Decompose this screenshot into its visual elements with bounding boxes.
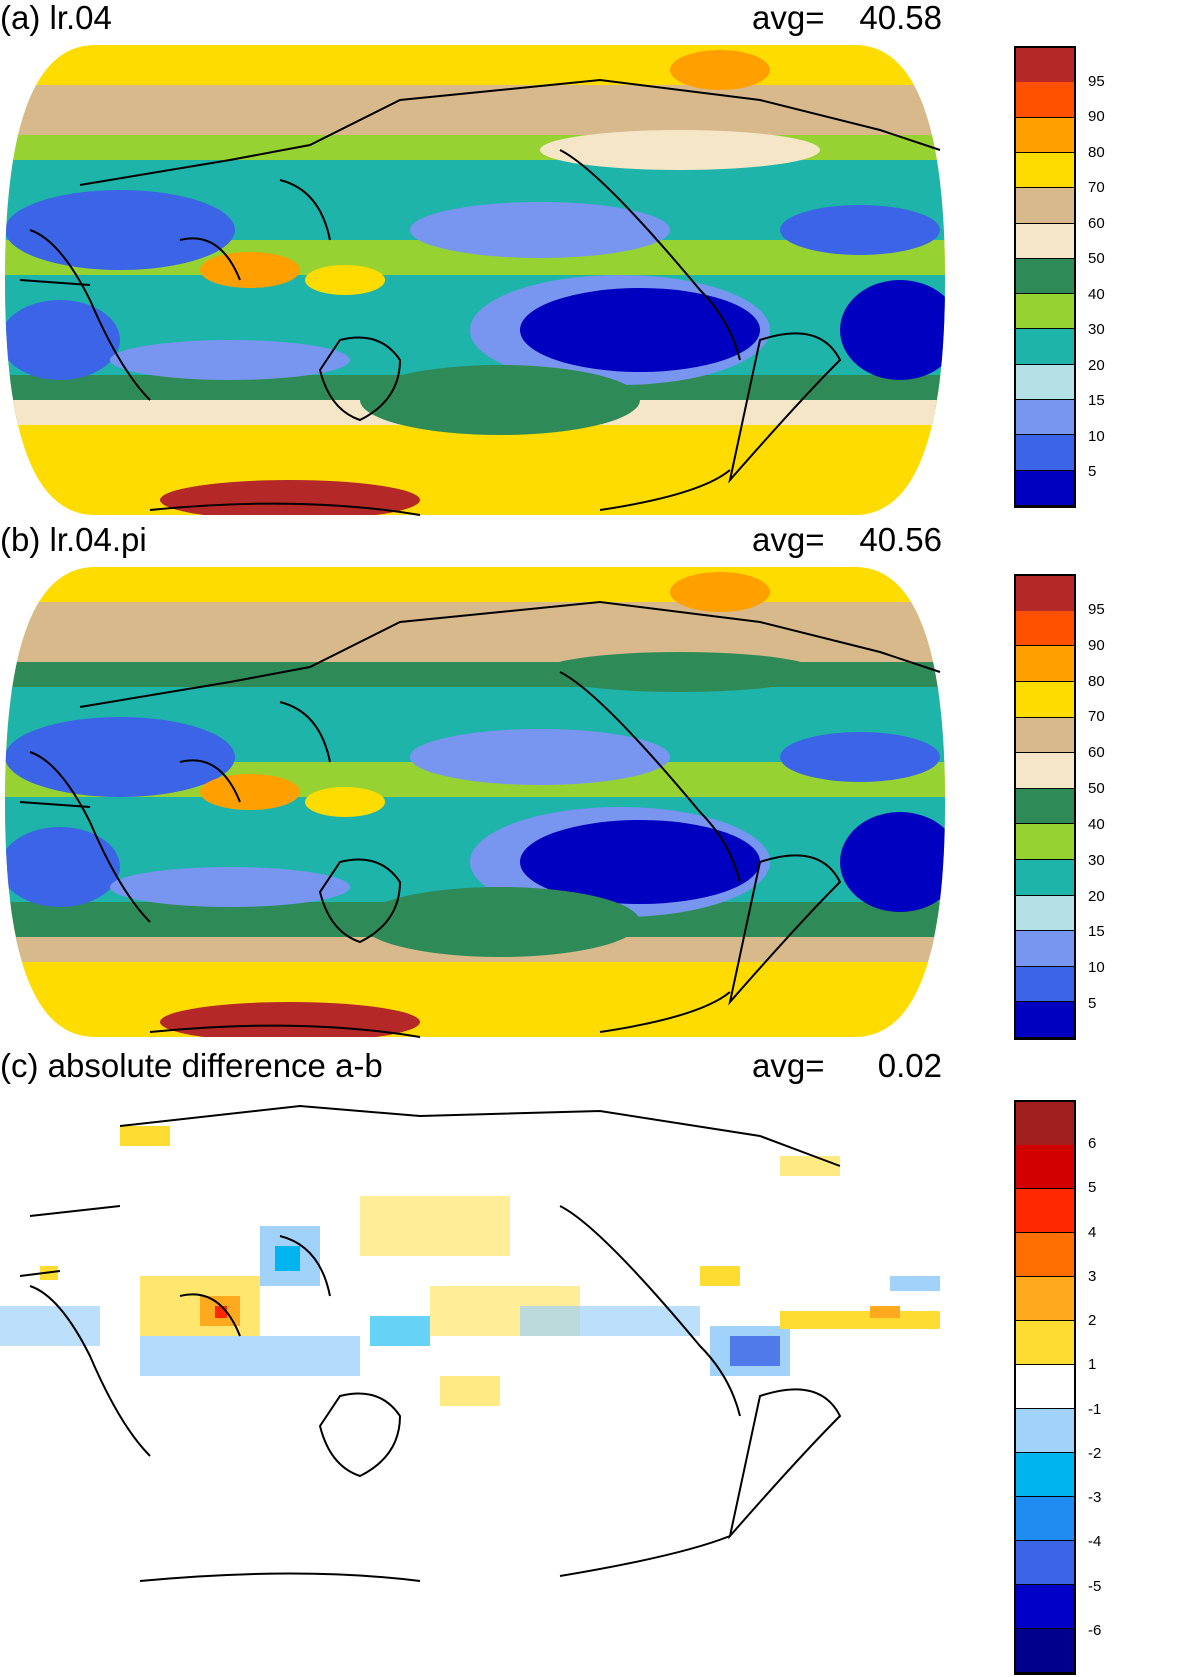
colorbar-tick-label: 15 <box>1088 392 1105 410</box>
colorbar-tick-label: 50 <box>1088 250 1105 268</box>
colorbar-tick-label: 1 <box>1088 1356 1097 1374</box>
colorbar-segment <box>1016 1629 1074 1673</box>
colorbar-tick-label: 5 <box>1088 1179 1097 1197</box>
colorbar-tick-label: 40 <box>1088 285 1105 303</box>
colorbar-tick-label: 10 <box>1088 959 1105 977</box>
colorbar-segment <box>1016 223 1074 259</box>
colorbar-segment <box>1016 1145 1074 1189</box>
colorbar-segment <box>1016 576 1074 611</box>
colorbar-tick-label: 80 <box>1088 143 1105 161</box>
colorbar-segment <box>1016 82 1074 118</box>
colorbar-segment <box>1016 188 1074 224</box>
colorbar-tick-label: -2 <box>1088 1444 1102 1462</box>
colorbar-tick-label: -1 <box>1088 1400 1102 1418</box>
avg-label: avg= <box>752 521 825 558</box>
colorbar-segment <box>1016 1102 1074 1145</box>
colorbar-tick-label: 95 <box>1088 600 1105 618</box>
colorbar-segment <box>1016 435 1074 471</box>
colorbar-tick-label: 20 <box>1088 356 1105 374</box>
colorbar-segment <box>1016 1453 1074 1497</box>
colorbar-segment <box>1016 364 1074 401</box>
colorbar-segment <box>1016 1002 1074 1038</box>
colorbar-segments <box>1016 1102 1074 1673</box>
colorbar-segment <box>1016 1497 1074 1541</box>
colorbar-segment <box>1016 788 1074 825</box>
colorbar-segment <box>1016 1409 1074 1453</box>
avg-label: avg= <box>752 1047 825 1084</box>
colorbar-a <box>1014 46 1076 508</box>
colorbar-segment <box>1016 931 1074 967</box>
colorbar-tick-label: 20 <box>1088 887 1105 905</box>
global-map-b <box>5 567 945 1038</box>
avg-value: 40.56 <box>859 521 942 558</box>
colorbar-tick-label: -3 <box>1088 1489 1102 1507</box>
avg-value: 40.58 <box>859 0 942 36</box>
colorbar-b <box>1014 574 1076 1040</box>
colorbar-segment <box>1016 470 1074 506</box>
colorbar-labels-b: 5 10 15 20 30 40 50 60 70 80 90 95 <box>1088 574 1148 1040</box>
colorbar-tick-label: 4 <box>1088 1223 1097 1241</box>
colorbar-segment <box>1016 681 1074 718</box>
global-map-a <box>5 45 945 516</box>
colorbar-tick-label: 2 <box>1088 1312 1097 1330</box>
avg-label: avg= <box>752 0 825 36</box>
colorbar-segment <box>1016 1233 1074 1277</box>
panel-a: (a) lr.04 avg= 40.58 <box>0 0 1183 520</box>
panel-c: (c) absolute difference a-b avg= 0.02 <box>0 1048 1183 1677</box>
colorbar-segment <box>1016 400 1074 436</box>
colorbar-tick-label: 15 <box>1088 923 1105 941</box>
colorbar-segment <box>1016 966 1074 1003</box>
colorbar-segment <box>1016 258 1074 295</box>
colorbar-tick-label: 40 <box>1088 815 1105 833</box>
colorbar-segment <box>1016 717 1074 754</box>
colorbar-segments <box>1016 47 1074 506</box>
colorbar-segment <box>1016 1365 1074 1409</box>
panel-title: (c) absolute difference a-b <box>0 1047 383 1084</box>
colorbar-tick-label: 60 <box>1088 214 1105 232</box>
avg-value: 0.02 <box>877 1047 942 1084</box>
panel-title: (a) lr.04 <box>0 0 112 36</box>
colorbar-labels-c: -6 -5 -4 -3 -2 -1 1 2 3 4 5 6 <box>1088 1100 1148 1675</box>
colorbar-c <box>1014 1100 1076 1675</box>
global-map-c <box>0 1104 940 1582</box>
colorbar-tick-label: 5 <box>1088 995 1097 1013</box>
colorbar-segment <box>1016 329 1074 365</box>
colorbar-segment <box>1016 152 1074 189</box>
colorbar-segment <box>1016 47 1074 83</box>
colorbar-tick-label: 95 <box>1088 72 1105 90</box>
colorbar-segment <box>1016 294 1074 330</box>
colorbar-segment <box>1016 610 1074 647</box>
colorbar-tick-label: 70 <box>1088 708 1105 726</box>
colorbar-tick-label: 90 <box>1088 108 1105 126</box>
colorbar-labels-a: 5 10 15 20 30 40 50 60 70 80 90 95 <box>1088 46 1148 508</box>
colorbar-tick-label: 6 <box>1088 1135 1097 1153</box>
colorbar-tick-label: 60 <box>1088 744 1105 762</box>
colorbar-tick-label: 3 <box>1088 1267 1097 1285</box>
colorbar-segment <box>1016 1277 1074 1321</box>
colorbar-segment <box>1016 753 1074 789</box>
colorbar-tick-label: -6 <box>1088 1621 1102 1639</box>
colorbar-segment <box>1016 1585 1074 1629</box>
colorbar-segment <box>1016 895 1074 932</box>
colorbar-tick-label: 10 <box>1088 427 1105 445</box>
colorbar-tick-label: 70 <box>1088 179 1105 197</box>
colorbar-tick-label: 30 <box>1088 851 1105 869</box>
colorbar-tick-label: 80 <box>1088 672 1105 690</box>
colorbar-segment <box>1016 824 1074 860</box>
colorbar-segment <box>1016 1541 1074 1585</box>
colorbar-segment <box>1016 117 1074 153</box>
colorbar-tick-label: -4 <box>1088 1533 1102 1551</box>
colorbar-segments <box>1016 576 1074 1038</box>
colorbar-tick-label: 50 <box>1088 780 1105 798</box>
colorbar-tick-label: 5 <box>1088 463 1097 481</box>
colorbar-segment <box>1016 1321 1074 1365</box>
colorbar-tick-label: 30 <box>1088 321 1105 339</box>
colorbar-segment <box>1016 859 1074 896</box>
panel-b: (b) lr.04.pi avg= 40.56 <box>0 522 1183 1042</box>
colorbar-tick-label: -5 <box>1088 1577 1102 1595</box>
colorbar-segment <box>1016 646 1074 682</box>
colorbar-segment <box>1016 1189 1074 1233</box>
panel-title: (b) lr.04.pi <box>0 521 147 558</box>
colorbar-tick-label: 90 <box>1088 636 1105 654</box>
